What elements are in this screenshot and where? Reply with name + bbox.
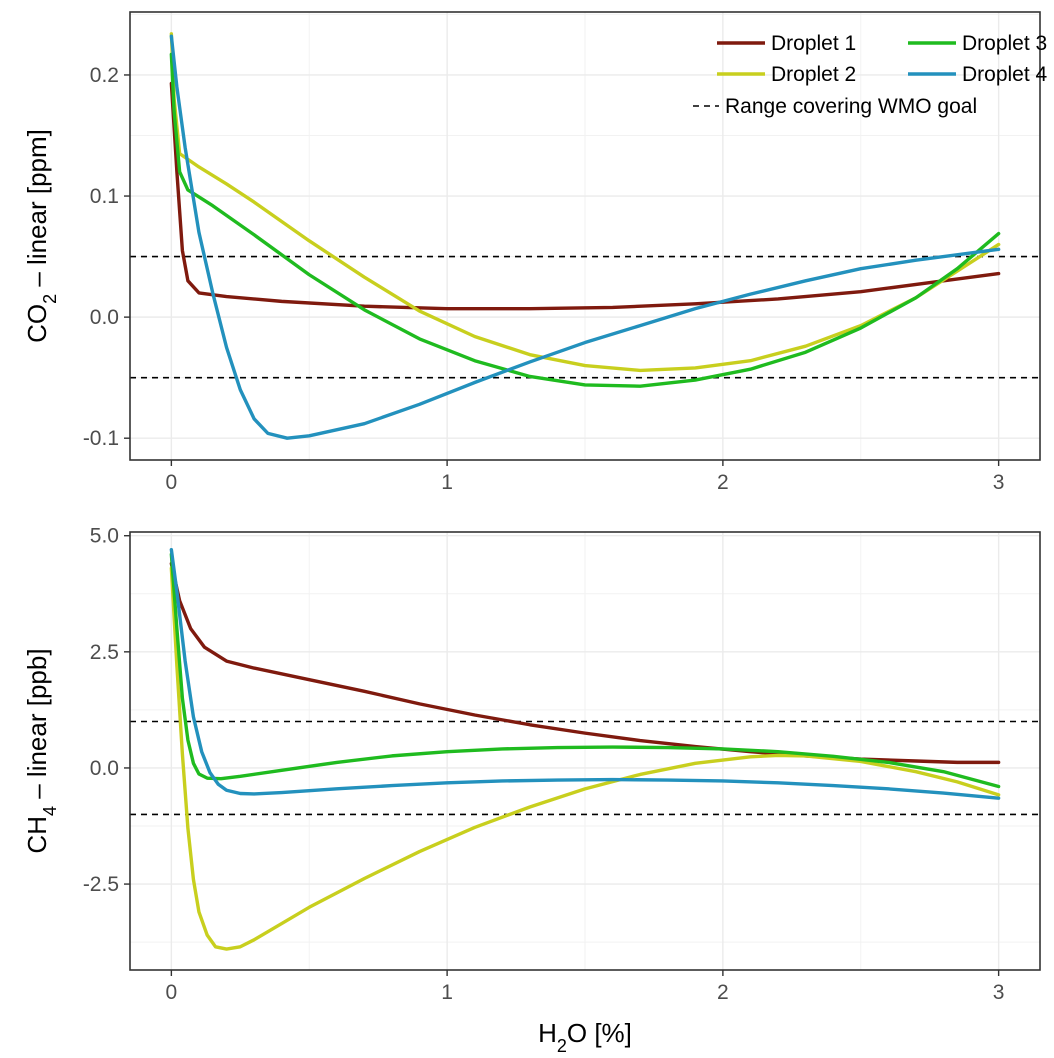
x-tick-label: 0: [166, 981, 178, 1004]
legend: Droplet 1 Droplet 3 Droplet 2 Droplet 4 Rang…: [693, 32, 1048, 118]
series-group: [169, 32, 1001, 440]
series-line-droplet-4: [169, 547, 1001, 800]
x-tick-label: 3: [993, 471, 1005, 494]
series-line-droplet-2: [169, 566, 1001, 951]
series-line-droplet-4: [169, 34, 1001, 440]
x-tick-label: 2: [717, 471, 729, 494]
x-axis-title: H2O [%]: [538, 1018, 632, 1056]
y-tick-label: 0.2: [90, 64, 119, 87]
panel-border: [129, 11, 1041, 461]
x-tick-label: 3: [993, 981, 1005, 1004]
series-group: [169, 547, 1001, 951]
y-axis-title: CO2 – linear [ppm]: [22, 129, 60, 343]
y-tick-label: 0.1: [90, 185, 119, 208]
legend-label: Droplet 4: [962, 63, 1048, 86]
y-tick-label: -2.5: [83, 873, 119, 896]
legend-label: Range covering WMO goal: [725, 95, 977, 118]
legend-item-range-covering-wmo-goal: Range covering WMO goal: [693, 95, 977, 118]
co2-panel: 0 1 2 3 -0.1 0.0 0.1 0.2 CO2 – linear [ppm]: [22, 11, 1041, 494]
legend-item-droplet-3: Droplet 3: [908, 32, 1047, 55]
legend-item-droplet-1: Droplet 1: [717, 32, 856, 55]
y-tick-label: 2.5: [90, 641, 119, 664]
series-line-droplet-3: [169, 552, 1001, 789]
y-axis-title: CH4 – linear [ppb]: [22, 648, 60, 853]
series-line-droplet-1: [169, 81, 1001, 311]
ch4-panel: 0 1 2 3 -2.5 0.0 2.5 5.0 CH4 – linear [ppb] H2O […: [22, 525, 1041, 1056]
legend-item-droplet-2: Droplet 2: [717, 63, 856, 86]
y-tick-label: 0.0: [90, 306, 119, 329]
legend-label: Droplet 2: [771, 63, 856, 86]
x-tick-label: 0: [166, 471, 178, 494]
legend-item-droplet-4: Droplet 4: [908, 63, 1048, 86]
legend-label: Droplet 3: [962, 32, 1047, 55]
y-tick-label: -0.1: [83, 427, 119, 450]
legend-label: Droplet 1: [771, 32, 856, 55]
x-tick-label: 1: [441, 471, 453, 494]
x-tick-label: 1: [441, 981, 453, 1004]
panel-border: [129, 531, 1041, 971]
x-tick-label: 2: [717, 981, 729, 1004]
y-tick-label: 5.0: [90, 525, 119, 548]
series-line-droplet-2: [169, 32, 1001, 373]
y-tick-label: 0.0: [90, 757, 119, 780]
